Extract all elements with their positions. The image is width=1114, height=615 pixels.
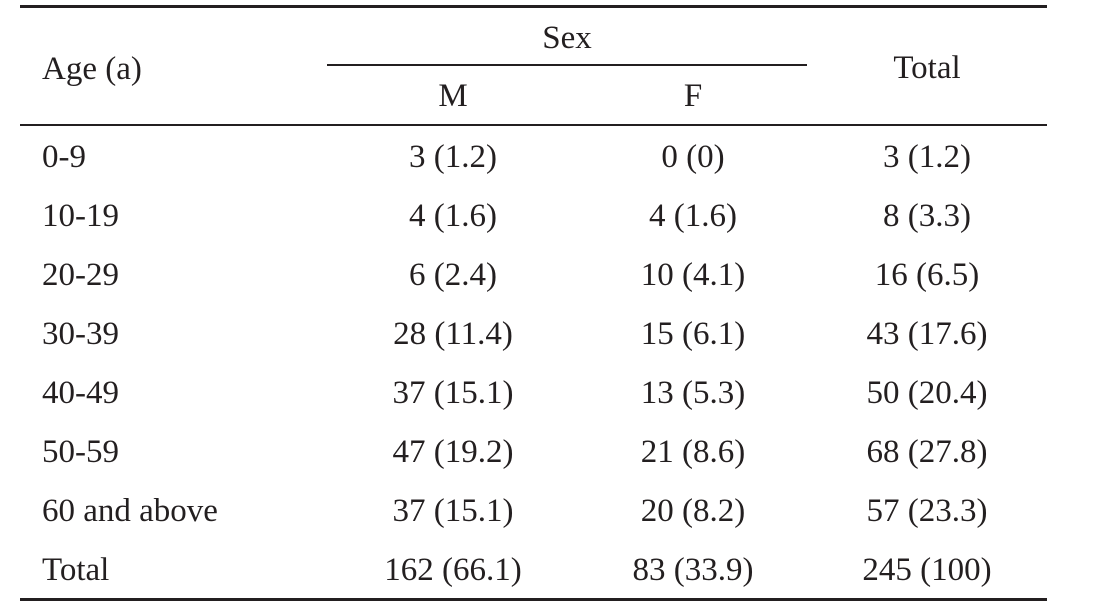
cell-male: 28 (11.4)	[393, 316, 513, 352]
header-sex: Sex	[542, 20, 592, 56]
cell-total: 245 (100)	[862, 552, 992, 588]
cell-age: Total	[42, 552, 110, 588]
cell-age: 50-59	[42, 434, 119, 470]
cell-male: 4 (1.6)	[409, 198, 497, 234]
cell-total: 50 (20.4)	[866, 375, 988, 411]
cell-total: 68 (27.8)	[866, 434, 988, 470]
cell-total: 3 (1.2)	[883, 139, 971, 175]
cell-total: 43 (17.6)	[866, 316, 988, 352]
cell-age: 10-19	[42, 198, 119, 234]
cell-male: 6 (2.4)	[409, 257, 497, 293]
sex-span-rule	[327, 64, 807, 66]
cell-age: 0-9	[42, 139, 86, 175]
cell-male: 3 (1.2)	[409, 139, 497, 175]
bottom-rule	[20, 598, 1047, 601]
cell-male: 37 (15.1)	[392, 493, 514, 529]
header-male: M	[438, 78, 468, 114]
cell-male: 162 (66.1)	[384, 552, 522, 588]
cell-total: 8 (3.3)	[883, 198, 971, 234]
cell-male: 47 (19.2)	[392, 434, 514, 470]
header-age: Age (a)	[42, 51, 142, 87]
cell-age: 40-49	[42, 375, 119, 411]
cell-male: 37 (15.1)	[392, 375, 514, 411]
cell-age: 30-39	[42, 316, 119, 352]
cell-female: 0 (0)	[661, 139, 725, 175]
top-rule	[20, 5, 1047, 8]
cell-female: 83 (33.9)	[632, 552, 754, 588]
header-total: Total	[893, 50, 961, 86]
cell-female: 15 (6.1)	[640, 316, 746, 352]
cell-female: 4 (1.6)	[649, 198, 737, 234]
cell-female: 21 (8.6)	[640, 434, 746, 470]
cell-female: 13 (5.3)	[640, 375, 746, 411]
cell-total: 57 (23.3)	[866, 493, 988, 529]
cell-total: 16 (6.5)	[874, 257, 980, 293]
header-female: F	[683, 78, 703, 114]
header-rule	[20, 124, 1047, 126]
cell-age: 60 and above	[42, 493, 218, 529]
cell-age: 20-29	[42, 257, 119, 293]
cell-female: 10 (4.1)	[640, 257, 746, 293]
cell-female: 20 (8.2)	[640, 493, 746, 529]
